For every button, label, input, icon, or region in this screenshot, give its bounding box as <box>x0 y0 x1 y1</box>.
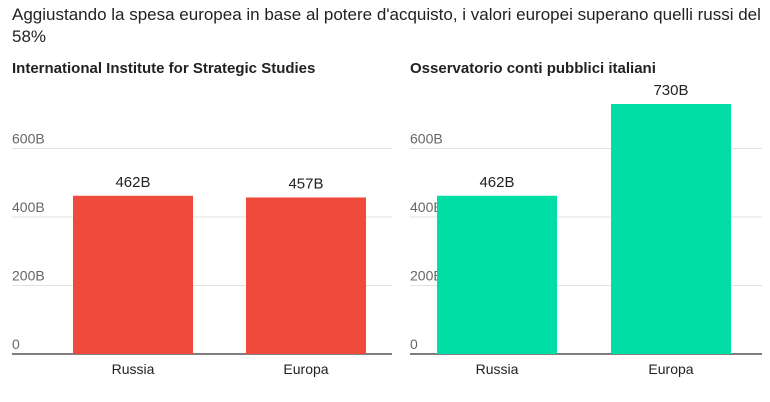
y-tick-label: 200B <box>12 268 45 284</box>
chart-title: Aggiustando la spesa europea in base al … <box>12 5 761 46</box>
data-label: 462B <box>479 174 514 191</box>
category-label: Russia <box>476 361 519 377</box>
bar <box>246 197 366 354</box>
y-tick-label: 600B <box>410 131 443 147</box>
y-tick-label: 400B <box>12 199 45 215</box>
data-label: 462B <box>115 174 150 191</box>
y-tick-label: 400B <box>410 199 443 215</box>
y-tick-label: 0 <box>410 336 418 352</box>
y-tick-label: 600B <box>12 131 45 147</box>
panel-title: Osservatorio conti pubblici italiani <box>410 60 656 77</box>
y-tick-label: 200B <box>410 268 443 284</box>
y-tick-label: 0 <box>12 336 20 352</box>
bar <box>437 195 557 354</box>
bar <box>611 103 731 354</box>
data-label: 730B <box>653 82 688 99</box>
data-label: 457B <box>288 175 323 192</box>
category-label: Russia <box>112 361 155 377</box>
bar <box>73 195 193 354</box>
category-label: Europa <box>648 361 693 377</box>
panel-title: International Institute for Strategic St… <box>12 60 315 77</box>
category-label: Europa <box>283 361 328 377</box>
